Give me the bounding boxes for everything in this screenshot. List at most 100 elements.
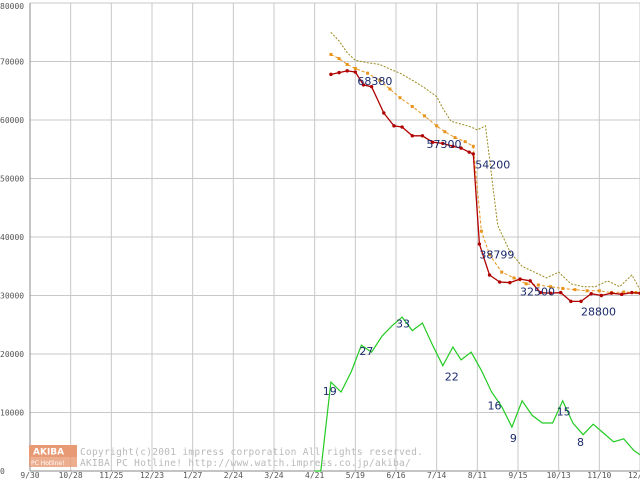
x-tick-label: 12/23: [140, 471, 164, 480]
data-label: 28800: [581, 305, 616, 318]
average-price-point: [353, 67, 357, 71]
min-price-point: [392, 124, 396, 128]
average-price-point: [410, 105, 414, 109]
average-price-point: [398, 96, 402, 100]
x-tick-label: 3/24: [264, 471, 283, 480]
min-price-point: [528, 279, 532, 283]
average-price-point: [524, 282, 528, 286]
min-price-point: [430, 140, 435, 144]
min-price-point: [487, 273, 492, 277]
logo-bottom-text: PC Hotline!: [31, 460, 64, 467]
average-price-point: [488, 253, 492, 257]
x-tick-label: 10/13: [547, 471, 571, 480]
x-axis-labels: 9/30 10/28 11/25 12/23 1/27 2/24 3/24 4/21 5/19 6…: [20, 471, 640, 480]
min-price-point: [609, 291, 614, 295]
copyright-line-1: Copyright(c)2001 impress corporation All…: [80, 447, 423, 458]
min-price-point: [630, 290, 634, 295]
y-tick-label: 10000: [0, 409, 24, 418]
logo-top-block: [29, 445, 77, 457]
x-tick-label: 2/24: [224, 471, 243, 480]
average-price-point: [573, 288, 577, 292]
y-tick-label: 50000: [0, 175, 24, 184]
y-tick-label: 80000: [0, 2, 24, 11]
data-label: 8: [577, 436, 584, 449]
y-tick-label: 30000: [0, 292, 24, 301]
x-tick-label: 9/15: [508, 471, 527, 480]
average-price-point: [463, 140, 467, 144]
data-label: 32500: [520, 286, 555, 299]
x-tick-label: 6/16: [386, 471, 405, 480]
data-label: 38799: [479, 249, 514, 262]
average-price-point: [561, 286, 565, 290]
min-price-point: [369, 84, 374, 89]
logo-bottom-block: [29, 457, 77, 467]
min-price-point: [459, 146, 463, 150]
min-price-point: [420, 134, 425, 138]
x-tick-label: 9/30: [20, 471, 39, 480]
min-price-point: [477, 242, 482, 246]
data-label: 19: [323, 385, 337, 398]
min-price-point: [518, 277, 522, 281]
average-price-point: [549, 285, 553, 289]
average-price-point: [500, 270, 504, 274]
data-label: 9: [510, 432, 517, 445]
y-axis-labels: 0 10000 20000 30000 40000 50000 60000 70000 8000…: [0, 2, 24, 476]
y-tick-label: 40000: [0, 233, 24, 242]
min-price-point: [569, 299, 573, 304]
min-price-point: [345, 69, 349, 73]
min-price-point: [451, 144, 455, 149]
data-label: 57300: [427, 138, 462, 151]
min-price-point: [353, 70, 358, 74]
y-tick-label: 70000: [0, 58, 24, 67]
min-price-point: [548, 291, 553, 295]
min-price-point: [589, 292, 593, 296]
copyright-line-2: AKIBA PC Hotline! http://www.watch.impre…: [80, 458, 411, 469]
min-price-point: [620, 292, 624, 297]
data-label: 15: [557, 405, 571, 418]
average-price-point: [512, 276, 516, 280]
average-price-point: [435, 124, 439, 128]
y-tick-label: 20000: [0, 350, 24, 359]
max-price-line: [330, 31, 640, 291]
min-price-point: [410, 134, 414, 138]
x-tick-label: 7/14: [427, 471, 446, 480]
data-label: 22: [445, 370, 459, 383]
min-price-point: [579, 299, 583, 304]
min-price-point: [538, 290, 543, 295]
series-group: [314, 31, 640, 472]
average-price-point: [443, 130, 447, 134]
average-price-point: [422, 114, 426, 118]
min-price-point: [467, 150, 471, 154]
shop-count-line: [314, 316, 640, 472]
min-price-point: [400, 125, 404, 129]
average-price-point: [366, 71, 370, 75]
average-price-point: [329, 52, 333, 56]
min-price-point: [441, 141, 445, 146]
x-tick-label: 5/19: [346, 471, 365, 480]
average-price-point: [622, 290, 626, 294]
average-price-point: [345, 62, 349, 66]
y-tick-label: 0: [0, 467, 5, 476]
data-label: 68380: [357, 75, 392, 88]
data-label: 33: [396, 318, 410, 331]
min-price-point: [382, 111, 386, 115]
average-price-line: [330, 54, 640, 294]
data-label: 54200: [475, 159, 510, 172]
annotation-group: 6838057300542003879932500288003070019273…: [323, 75, 616, 449]
logo-top-text: AKIBA: [33, 448, 64, 458]
average-price-point: [337, 57, 341, 61]
average-price-point: [536, 283, 540, 287]
average-price-point: [453, 136, 457, 140]
average-price-point: [479, 229, 483, 233]
x-tick-label: 12/15: [628, 471, 640, 480]
average-price-point: [585, 289, 589, 293]
x-tick-label: 1/27: [183, 471, 202, 480]
min-price-point: [508, 280, 512, 285]
average-price-point: [388, 87, 392, 91]
x-tick-label: 11/25: [99, 471, 123, 480]
x-tick-label: 8/11: [468, 471, 487, 480]
y-tick-label: 60000: [0, 116, 24, 125]
grid: [29, 2, 640, 472]
